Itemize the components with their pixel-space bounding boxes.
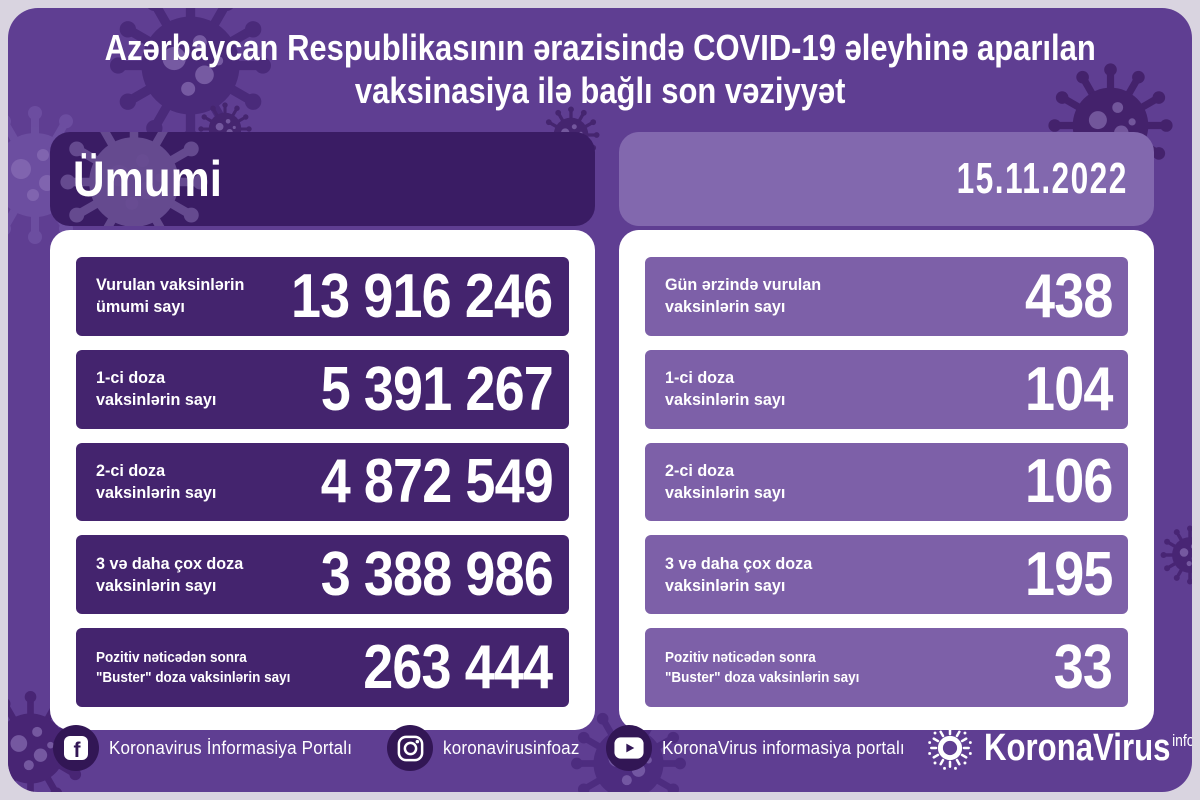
stats-columns: Ümumi Vurulan vaksinlərin ümumi sayı 13 9… [50, 132, 1154, 730]
instagram-label: koronavirusinfoaz [443, 737, 580, 758]
stat-label: 3 və daha çox doza vaksinlərin sayı [96, 553, 244, 595]
stat-row-dose2-total: 2-ci doza vaksinlərin sayı 4 872 549 [76, 442, 569, 522]
stat-row-dose1-total: 1-ci doza vaksinlərin sayı 5 391 267 [76, 349, 569, 429]
stat-row-booster-daily: Pozitiv nəticədən sonra "Buster" doza vak… [644, 628, 1128, 707]
stat-row-dose3plus-daily: 3 və daha çox doza vaksinlərin sayı 195 [644, 535, 1128, 615]
youtube-link[interactable]: KoronaVirus informasiya portalı [605, 725, 926, 771]
koronavirus-logo: KoronaVirusinfo [926, 724, 1192, 772]
stat-row-daily-vaccines: Gün ərzində vurulan vaksinlərin sayı 438 [644, 257, 1128, 336]
stat-value: 195 [1024, 540, 1113, 610]
facebook-label: Koronavirus İnformasiya Portalı [109, 737, 353, 758]
stat-value: 104 [1024, 354, 1113, 424]
stat-label: 1-ci doza vaksinlərin sayı [664, 368, 785, 410]
stat-label: 2-ci doza vaksinlərin sayı [96, 460, 217, 502]
daily-panel: Gün ərzində vurulan vaksinlərin sayı 438 … [618, 230, 1154, 730]
stat-value: 263 444 [363, 633, 554, 703]
footer: f Koronavirus İnformasiya Portalı korona… [16, 712, 1192, 784]
stat-label: 1-ci doza vaksinlərin sayı [96, 368, 217, 410]
stat-label: 2-ci doza vaksinlərin sayı [664, 460, 785, 502]
totals-column: Ümumi Vurulan vaksinlərin ümumi sayı 13 9… [50, 132, 595, 730]
svg-text:f: f [74, 739, 82, 762]
stat-label: Vurulan vaksinlərin ümumi sayı [96, 275, 245, 317]
stat-value: 33 [1053, 633, 1113, 703]
stat-value: 3 388 986 [320, 540, 553, 610]
youtube-icon [605, 725, 652, 771]
stat-row-total-vaccines: Vurulan vaksinlərin ümumi sayı 13 916 246 [76, 257, 569, 336]
stat-label: Gün ərzində vurulan vaksinlərin sayı [664, 275, 821, 317]
stat-value: 13 916 246 [291, 261, 553, 331]
instagram-link[interactable]: koronavirusinfoaz [387, 725, 591, 771]
stat-value: 438 [1024, 261, 1113, 331]
daily-column: 15.11.2022 Gün ərzində vurulan vaksinləri… [618, 132, 1154, 730]
stat-value: 5 391 267 [320, 354, 553, 424]
stat-label: 3 və daha çox doza vaksinlərin sayı [664, 553, 812, 595]
title-line-1: Azərbaycan Respublikasının ərazisində CO… [104, 27, 1096, 68]
report-date: 15.11.2022 [956, 154, 1128, 203]
page-title: Azərbaycan Respublikasının ərazisində CO… [8, 26, 1192, 112]
totals-header-label: Ümumi [72, 151, 223, 207]
logo-text: KoronaVirusinfo [984, 727, 1192, 770]
facebook-icon: f [53, 725, 99, 771]
stat-label: Pozitiv nəticədən sonra "Buster" doza vak… [96, 649, 291, 686]
stat-label: Pozitiv nəticədən sonra "Buster" doza vak… [664, 649, 859, 686]
stat-value: 106 [1024, 447, 1113, 517]
facebook-link[interactable]: f Koronavirus İnformasiya Portalı [53, 725, 373, 771]
daily-header: 15.11.2022 [618, 132, 1154, 226]
title-line-2: vaksinasiya ilə bağlı son vəziyyət [354, 70, 846, 111]
stat-row-dose2-daily: 2-ci doza vaksinlərin sayı 106 [644, 442, 1128, 522]
totals-panel: Vurulan vaksinlərin ümumi sayı 13 916 246… [50, 230, 595, 730]
virus-icon [927, 726, 972, 770]
stat-row-booster-total: Pozitiv nəticədən sonra "Buster" doza vak… [76, 628, 569, 707]
instagram-icon [387, 725, 434, 771]
virus-decoration-icon [1158, 523, 1192, 587]
totals-header: Ümumi [50, 132, 595, 226]
logo-superscript: info [1171, 730, 1192, 750]
stat-value: 4 872 549 [320, 447, 553, 517]
stat-row-dose3plus-total: 3 və daha çox doza vaksinlərin sayı 3 388… [76, 535, 569, 615]
youtube-label: KoronaVirus informasiya portalı [661, 737, 905, 758]
stat-row-dose1-daily: 1-ci doza vaksinlərin sayı 104 [644, 349, 1128, 429]
main-card: Azərbaycan Respublikasının ərazisində CO… [8, 8, 1192, 792]
